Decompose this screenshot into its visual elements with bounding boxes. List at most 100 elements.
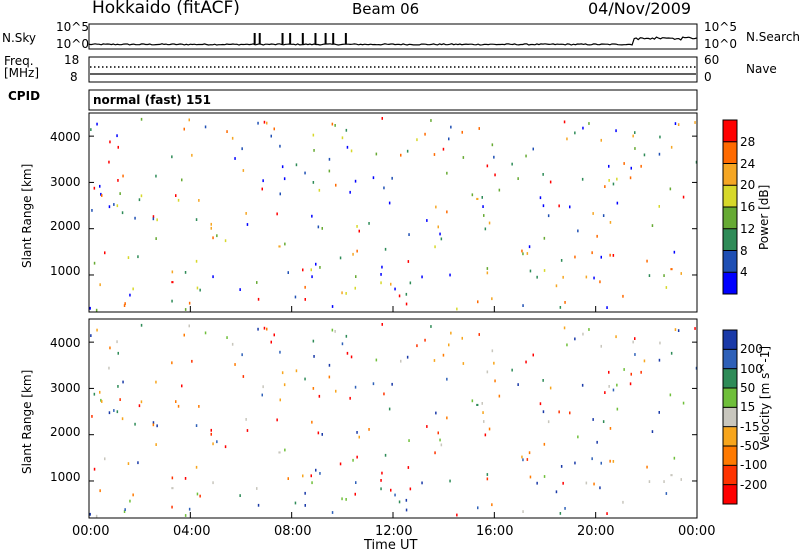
power-scatter	[539, 196, 542, 200]
velocity-scatter	[284, 448, 286, 452]
power-colorbar-tick-label: 8	[740, 243, 748, 258]
velocity-scatter	[405, 498, 408, 502]
velocity-scatter	[491, 349, 494, 353]
velocity-scatter	[566, 343, 568, 347]
velocity-scatter	[600, 344, 602, 348]
velocity-scatter	[434, 451, 436, 455]
velocity-scatter	[119, 398, 121, 401]
velocity-scatter	[577, 435, 579, 439]
velocity-colorbar-swatch	[723, 330, 737, 350]
velocity-scatter	[391, 382, 393, 386]
velocity-scatter	[331, 511, 334, 514]
date-label: 04/Nov/2009	[588, 0, 692, 18]
velocity-scatter	[89, 512, 91, 516]
velocity-colorbar-tick-label: 200	[740, 342, 763, 357]
power-heatmap	[89, 117, 698, 312]
power-scatter	[245, 212, 247, 215]
power-scatter	[622, 294, 624, 298]
power-scatter	[181, 178, 183, 182]
freq-label: Freq.	[4, 54, 34, 68]
velocity-scatter	[195, 424, 198, 427]
velocity-scatter	[606, 512, 608, 515]
power-scatter	[328, 169, 331, 173]
power-scatter	[481, 196, 483, 199]
power-scatter	[175, 194, 177, 197]
power-scatter	[140, 117, 143, 121]
power-scatter	[528, 245, 531, 249]
velocity-scatter	[311, 420, 313, 424]
velocity-scatter	[381, 471, 383, 475]
power-scatter	[368, 222, 370, 225]
velocity-scatter	[408, 439, 410, 442]
velocity-scatter	[283, 383, 286, 387]
power-scatter	[521, 249, 523, 253]
velocity-scatter	[122, 380, 124, 384]
velocity-scatter	[673, 456, 676, 460]
power-scatter	[670, 145, 673, 149]
nsky-tick-low: 10^0	[56, 37, 89, 51]
power-colorbar-swatch	[723, 250, 737, 273]
power-scatter	[600, 138, 602, 142]
velocity-scatter	[171, 361, 173, 365]
power-scatter	[311, 214, 313, 218]
power-scatter	[95, 308, 98, 312]
power-scatter	[124, 302, 126, 305]
power-scatter	[632, 134, 634, 138]
velocity-scatter	[674, 328, 677, 331]
power-scatter	[302, 268, 304, 272]
power-scatter	[345, 292, 347, 295]
nsky-spike	[324, 33, 327, 44]
power-scatter	[555, 284, 558, 288]
power-scatter	[315, 262, 317, 266]
power-scatter	[380, 273, 382, 276]
power-scatter	[494, 173, 496, 177]
power-scatter	[616, 201, 619, 205]
velocity-scatter	[694, 327, 696, 330]
velocity-colorbar-tick-label: -50	[740, 439, 760, 453]
velocity-scatter	[488, 427, 491, 431]
nsky-spike	[281, 33, 284, 44]
velocity-scatter	[281, 371, 284, 375]
velocity-scatter	[368, 428, 370, 431]
velocity-scatter	[276, 418, 278, 422]
velocity-scatter	[398, 500, 401, 504]
velocity-heatmap	[89, 323, 698, 518]
velocity-scatter	[341, 342, 344, 346]
velocity-scatter	[602, 420, 605, 423]
nsky-line	[88, 36, 698, 46]
nsky-trace	[88, 33, 698, 46]
velocity-scatter	[560, 465, 563, 468]
velocity-scatter	[612, 460, 615, 463]
velocity-scatter	[100, 398, 102, 402]
power-scatter	[522, 252, 524, 256]
power-scatter	[493, 155, 495, 159]
velocity-scatter	[484, 433, 487, 437]
power-scatter	[623, 162, 625, 165]
velocity-colorbar-tick-label: 100	[740, 361, 763, 376]
power-colorbar-label: Power [dB]	[757, 184, 771, 250]
power-scatter	[542, 173, 544, 176]
power-scatter	[602, 214, 605, 217]
power-colorbar-tick-label: 24	[740, 156, 756, 171]
velocity-scatter	[132, 493, 134, 497]
velocity-scatter	[659, 341, 661, 345]
velocity-scatter	[634, 353, 636, 356]
velocity-scatter	[184, 514, 187, 517]
power-scatter	[287, 271, 289, 274]
power-scatter	[582, 126, 584, 130]
velocity-scatter	[138, 404, 141, 408]
velocity-scatter	[409, 487, 412, 491]
power-scatter	[577, 229, 579, 233]
power-scatter	[449, 273, 451, 277]
power-scatter	[694, 121, 696, 124]
power-scatter	[313, 149, 315, 152]
power-scatter	[331, 122, 334, 126]
power-scatter	[138, 198, 141, 202]
velocity-scatter	[199, 494, 201, 498]
power-scatter	[295, 163, 298, 167]
velocity-scatter	[177, 404, 180, 408]
power-scatter	[616, 177, 618, 181]
velocity-scatter	[339, 462, 342, 466]
power-scatter	[609, 221, 612, 224]
power-scatter	[279, 144, 281, 148]
